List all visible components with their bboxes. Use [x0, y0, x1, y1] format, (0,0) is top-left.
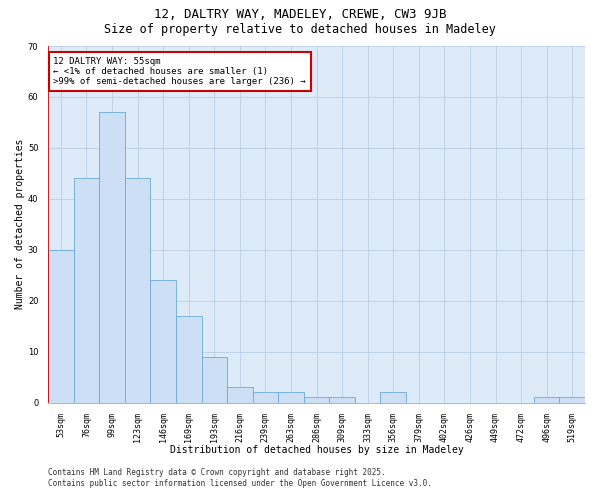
Text: 12, DALTRY WAY, MADELEY, CREWE, CW3 9JB: 12, DALTRY WAY, MADELEY, CREWE, CW3 9JB — [154, 8, 446, 20]
Bar — [559, 398, 585, 402]
X-axis label: Distribution of detached houses by size in Madeley: Distribution of detached houses by size … — [170, 445, 463, 455]
Text: Size of property relative to detached houses in Madeley: Size of property relative to detached ho… — [104, 22, 496, 36]
Bar — [202, 356, 227, 403]
Bar — [329, 398, 355, 402]
Bar — [74, 178, 99, 402]
Bar — [48, 250, 74, 402]
Bar — [125, 178, 151, 402]
Bar — [176, 316, 202, 402]
Bar — [253, 392, 278, 402]
Bar — [380, 392, 406, 402]
Bar — [227, 387, 253, 402]
Text: 12 DALTRY WAY: 55sqm
← <1% of detached houses are smaller (1)
>99% of semi-detac: 12 DALTRY WAY: 55sqm ← <1% of detached h… — [53, 56, 306, 86]
Bar — [278, 392, 304, 402]
Text: Contains HM Land Registry data © Crown copyright and database right 2025.
Contai: Contains HM Land Registry data © Crown c… — [48, 468, 432, 487]
Bar — [534, 398, 559, 402]
Bar — [99, 112, 125, 403]
Bar — [151, 280, 176, 402]
Bar — [304, 398, 329, 402]
Y-axis label: Number of detached properties: Number of detached properties — [15, 139, 25, 310]
